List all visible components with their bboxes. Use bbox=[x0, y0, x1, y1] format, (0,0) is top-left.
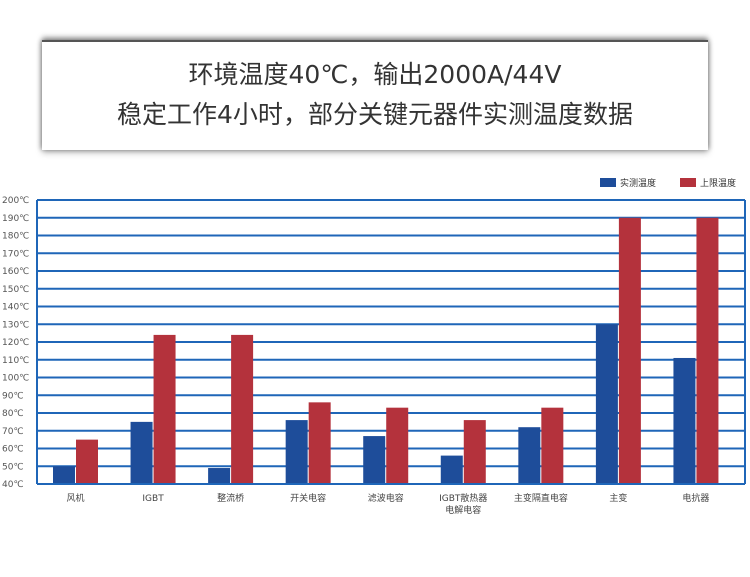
y-tick-label: 100℃ bbox=[2, 374, 29, 384]
bar-limit bbox=[153, 334, 176, 484]
legend-measured-label: 实测温度 bbox=[620, 177, 656, 189]
y-tick-label: 170℃ bbox=[2, 249, 29, 259]
bar-measured bbox=[363, 436, 386, 484]
y-tick-label: 140℃ bbox=[2, 303, 29, 313]
bar-limit bbox=[386, 407, 409, 484]
y-tick-label: 180℃ bbox=[2, 232, 29, 242]
bar-limit bbox=[308, 402, 331, 484]
bar-limit bbox=[463, 420, 486, 484]
x-category-label: 开关电容 bbox=[290, 492, 326, 504]
title-line-2: 稳定工作4小时，部分关键元器件实测温度数据 bbox=[117, 100, 633, 129]
bar-limit bbox=[618, 217, 641, 484]
x-category-label: 滤波电容 bbox=[368, 492, 404, 504]
x-category-label: 风机 bbox=[66, 492, 84, 504]
bar-limit bbox=[76, 439, 98, 484]
y-tick-label: 60℃ bbox=[2, 445, 24, 455]
bar-limit bbox=[696, 217, 719, 484]
x-category-label: IGBT散热器 bbox=[439, 492, 487, 504]
title-line-1: 环境温度40℃，输出2000A/44V bbox=[188, 60, 562, 89]
y-tick-label: 40℃ bbox=[2, 480, 24, 490]
x-category-label: 电抗器 bbox=[682, 492, 709, 504]
bar-measured bbox=[130, 421, 153, 484]
y-tick-label: 130℃ bbox=[2, 320, 29, 330]
bar-measured bbox=[53, 466, 75, 484]
bar-limit bbox=[231, 334, 254, 484]
y-tick-label: 150℃ bbox=[2, 285, 29, 295]
bar-limit bbox=[541, 407, 564, 484]
y-tick-label: 110℃ bbox=[2, 356, 29, 366]
bar-measured bbox=[285, 420, 308, 484]
bar-measured bbox=[518, 427, 541, 484]
y-tick-label: 200℃ bbox=[2, 196, 29, 206]
y-tick-label: 160℃ bbox=[2, 267, 29, 277]
legend-limit-label: 上限温度 bbox=[700, 177, 736, 189]
y-tick-label: 70℃ bbox=[2, 427, 24, 437]
legend-measured-swatch bbox=[600, 178, 616, 187]
x-category-label: IGBT bbox=[142, 494, 164, 504]
x-category-label: 主变隔直电容 bbox=[514, 492, 568, 504]
y-tick-label: 190℃ bbox=[2, 214, 29, 224]
legend-limit-swatch bbox=[680, 178, 696, 187]
x-category-label: 电解电容 bbox=[445, 504, 481, 516]
x-category-label: 主变 bbox=[609, 492, 627, 504]
bar-measured bbox=[673, 357, 696, 484]
x-category-label: 整流桥 bbox=[217, 492, 244, 504]
bar-measured bbox=[595, 324, 618, 484]
y-tick-label: 50℃ bbox=[2, 462, 24, 472]
title-box: 环境温度40℃，输出2000A/44V 稳定工作4小时，部分关键元器件实测温度数… bbox=[42, 40, 708, 150]
y-tick-label: 120℃ bbox=[2, 338, 29, 348]
bar-measured bbox=[440, 455, 463, 484]
y-tick-label: 90℃ bbox=[2, 391, 24, 401]
y-tick-label: 80℃ bbox=[2, 409, 24, 419]
bar-measured bbox=[208, 468, 231, 484]
